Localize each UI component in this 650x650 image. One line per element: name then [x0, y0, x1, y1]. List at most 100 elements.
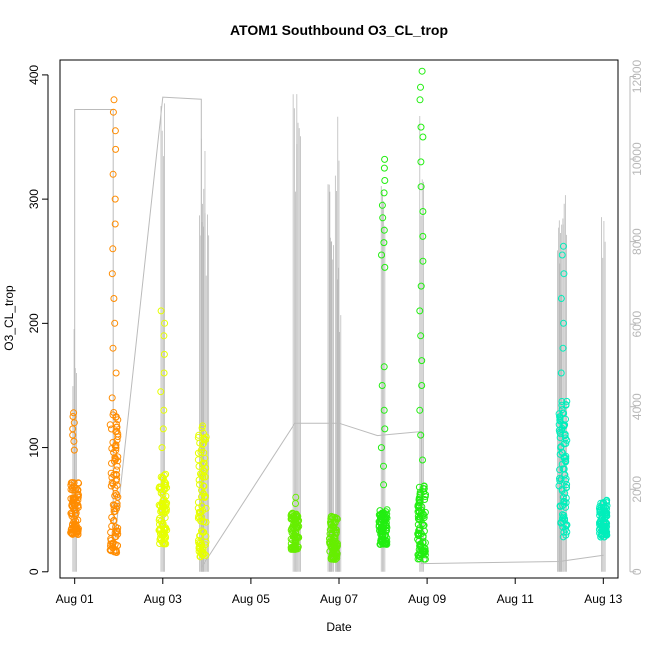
data-point — [70, 479, 78, 487]
data-point — [111, 455, 119, 463]
data-point — [603, 509, 611, 517]
data-point — [107, 535, 115, 543]
data-point — [381, 263, 389, 271]
data-point — [72, 521, 80, 529]
data-point — [195, 462, 203, 470]
data-point — [421, 549, 429, 557]
data-point — [555, 410, 563, 418]
data-point — [112, 444, 120, 452]
data-point — [194, 456, 202, 464]
data-point — [288, 544, 296, 552]
data-point — [558, 398, 566, 405]
data-point — [108, 459, 115, 467]
data-point — [563, 397, 571, 405]
data-point — [113, 423, 120, 431]
x-tick-label: Aug 01 — [56, 592, 94, 606]
data-point — [200, 518, 208, 526]
data-point — [161, 478, 169, 486]
data-point — [112, 145, 120, 153]
data-point — [157, 388, 165, 396]
data-point — [109, 344, 117, 352]
data-point — [202, 551, 210, 559]
data-point — [416, 549, 424, 557]
data-point — [196, 532, 204, 540]
data-point — [333, 548, 340, 556]
data-point — [199, 440, 207, 448]
data-point — [562, 401, 570, 409]
data-point — [111, 220, 119, 228]
data-point — [287, 511, 295, 518]
data-point — [159, 474, 166, 481]
data-point — [556, 477, 564, 485]
data-point — [155, 501, 163, 509]
data-point — [200, 459, 208, 467]
data-point — [600, 522, 608, 530]
data-point — [71, 506, 78, 514]
data-point — [558, 251, 566, 259]
data-point — [415, 527, 423, 535]
data-point — [558, 401, 566, 409]
data-point — [161, 535, 169, 543]
data-point — [327, 543, 335, 551]
data-point — [560, 465, 568, 473]
data-point — [378, 251, 385, 259]
data-point — [112, 441, 120, 449]
data-point — [378, 201, 386, 209]
data-point — [108, 513, 116, 521]
data-point — [108, 270, 116, 278]
data-point — [603, 496, 611, 504]
data-point — [560, 270, 568, 278]
x-tick-label: Aug 11 — [497, 592, 534, 606]
data-point — [417, 510, 425, 517]
data-point — [158, 521, 166, 529]
chart-title: ATOM1 Southbound O3_CL_trop — [230, 22, 448, 38]
data-point — [291, 543, 299, 551]
data-point — [328, 525, 336, 533]
data-point — [200, 528, 208, 536]
data-point — [201, 473, 209, 481]
data-point — [293, 523, 301, 531]
data-point — [414, 515, 422, 523]
data-point — [596, 507, 604, 515]
data-point — [289, 527, 297, 535]
data-point — [75, 491, 82, 499]
data-point — [113, 436, 121, 444]
data-point — [292, 493, 300, 501]
data-point — [376, 507, 384, 515]
data-point — [110, 295, 118, 302]
data-point — [67, 486, 75, 493]
data-point — [70, 409, 78, 417]
data-point — [112, 369, 120, 377]
data-point — [415, 483, 423, 491]
data-point — [292, 544, 300, 552]
data-point — [111, 319, 119, 327]
data-point — [111, 195, 119, 203]
data-point — [557, 369, 565, 377]
data-point — [381, 177, 389, 184]
data-point — [415, 531, 423, 539]
x-tick-label: Aug 13 — [584, 592, 622, 606]
data-point — [377, 515, 385, 523]
data-point — [70, 437, 78, 445]
data-point — [559, 511, 566, 519]
data-point — [157, 307, 165, 315]
data-point — [562, 458, 570, 466]
data-point — [162, 502, 170, 509]
data-point — [377, 444, 385, 452]
data-point — [377, 537, 385, 545]
data-point — [601, 529, 609, 537]
data-point — [158, 508, 166, 516]
data-point — [562, 503, 569, 511]
data-point — [156, 483, 164, 491]
data-point — [380, 189, 388, 197]
data-point — [161, 319, 169, 327]
data-point — [559, 493, 567, 501]
data-point — [416, 406, 424, 414]
data-point — [560, 500, 568, 508]
data-point — [294, 512, 302, 520]
data-point — [157, 517, 165, 525]
data-point — [195, 536, 202, 544]
series-3 — [375, 67, 429, 563]
data-point — [289, 524, 297, 532]
